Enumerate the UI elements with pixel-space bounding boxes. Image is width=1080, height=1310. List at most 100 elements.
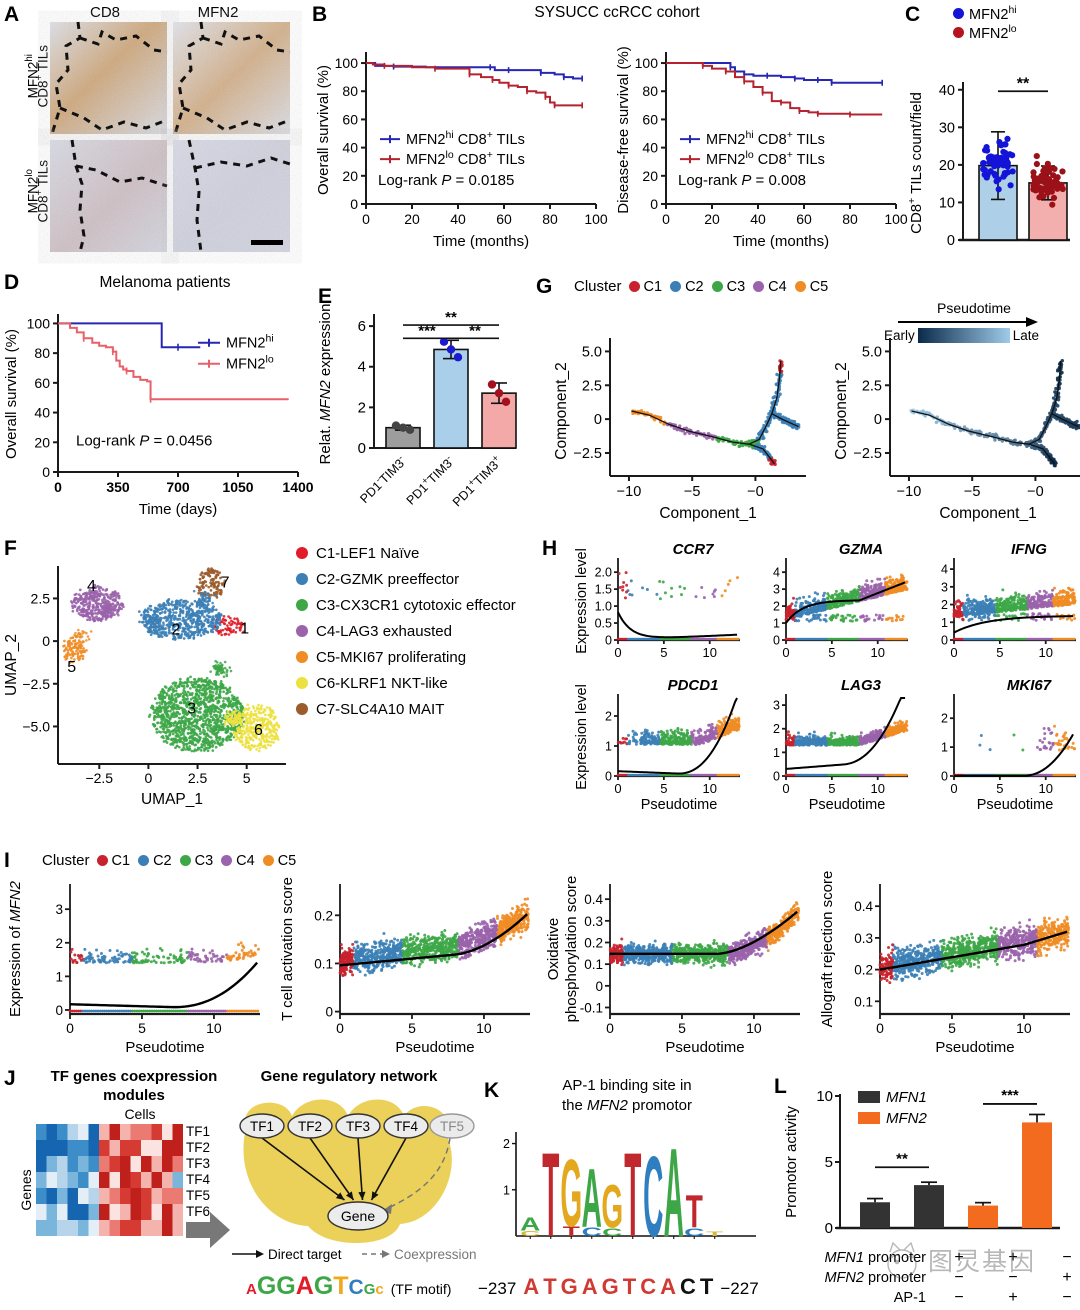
panel-c: C MFN2hi MFN2lo 0 10 20 30 40 CD8+ TILs count… — [905, 0, 1080, 258]
legend-marker-C1 — [96, 855, 108, 866]
svg-text:**: ** — [469, 322, 481, 339]
svg-text:40: 40 — [750, 211, 766, 227]
panel-k-seq-char-9: T — [699, 1274, 714, 1299]
panel-l-condition-row-2: AP-1−+−+ — [770, 1288, 1080, 1308]
svg-text:2.5: 2.5 — [188, 770, 208, 786]
legend-label-mfn2lo: MFN2lo — [969, 23, 1017, 42]
legend-marker-C3 — [711, 281, 723, 292]
panel-g: G Cluster C1 C2 C3 C4 C5 Pseudotime Early La… — [532, 268, 1080, 530]
panel-h-label: H — [542, 537, 558, 560]
legend-marker-C1 — [296, 547, 308, 559]
svg-text:0: 0 — [42, 464, 50, 480]
panel-e-label: E — [318, 285, 333, 308]
panel-k-seq-char-7: A — [660, 1274, 677, 1299]
panel-g-label: G — [536, 275, 553, 298]
panel-l-condition-value-2-0: − — [954, 1289, 964, 1306]
panel-l-condition-label-0: MFN1 promoter — [824, 1250, 926, 1266]
svg-text:1: 1 — [240, 620, 249, 637]
svg-text:40: 40 — [642, 140, 658, 156]
svg-text:80: 80 — [842, 211, 858, 227]
panel-k-seq-char-4: G — [601, 1274, 619, 1299]
panel-d-label: D — [4, 271, 20, 294]
svg-text:Disease-free survival (%): Disease-free survival (%) — [615, 46, 632, 214]
svg-text:***: *** — [418, 322, 436, 339]
panel-l-condition-value-0-1: + — [1008, 1249, 1018, 1266]
svg-text:CCR7: CCR7 — [673, 541, 714, 558]
panel-i-legend-item-C1: C1 — [96, 853, 130, 869]
legend-label-mfn2hi: MFN2hi — [969, 4, 1017, 23]
legend-marker-C4 — [221, 855, 233, 866]
panel-f-legend-item-C3: C3-CX3CR1 cytotoxic effector — [296, 592, 516, 618]
panel-l-condition-value-0-2: − — [1062, 1249, 1072, 1266]
panel-g-legend-item-C3: C3 — [711, 279, 745, 295]
pseudotime-legend-title: Pseudotime — [937, 300, 1011, 316]
legend-marker-mfn2lo — [953, 27, 964, 38]
panel-i-legend-item-C3: C3 — [179, 853, 213, 869]
motif-letter-5: T — [333, 1272, 349, 1300]
legend-label-C3: C3-CX3CR1 cytotoxic effector — [316, 596, 516, 614]
svg-text:MFN2lo CD8+ TILs: MFN2lo CD8+ TILs — [706, 149, 825, 168]
svg-text:1.5: 1.5 — [595, 583, 612, 597]
svg-text:2.5: 2.5 — [862, 378, 882, 394]
panel-i: I Cluster C1 C2 C3 C4 C5 0 1 2 3 0 5 10 Pseudotime E… — [0, 828, 1080, 1060]
svg-text:700: 700 — [166, 479, 190, 495]
panel-l-condition-value-1-0: − — [954, 1269, 964, 1286]
svg-text:Time (months): Time (months) — [433, 233, 529, 250]
svg-text:Log-rank P = 0.0185: Log-rank P = 0.0185 — [378, 172, 514, 189]
legend-marker-C5 — [794, 281, 806, 292]
svg-text:2: 2 — [171, 621, 180, 638]
panel-k-position-left: −237 — [478, 1279, 517, 1298]
motif-letter-3: A — [295, 1272, 314, 1300]
panel-k-seq-char-5: T — [622, 1274, 637, 1299]
panel-j-heatmap — [36, 1124, 183, 1236]
svg-text:80: 80 — [34, 345, 50, 361]
svg-text:−2.5: −2.5 — [22, 676, 50, 692]
svg-text:0: 0 — [650, 196, 658, 212]
panel-k-seq-char-3: A — [581, 1274, 598, 1299]
panel-e-chart: 0 2 4 6 Relat. MFN2 expression PD1-TIM3- PD1+T… — [317, 304, 517, 509]
motif-letter-2: G — [276, 1272, 296, 1300]
motif-letter-6: C — [348, 1276, 364, 1299]
svg-text:5: 5 — [243, 770, 251, 786]
legend-marker-C7 — [296, 703, 308, 715]
panel-i-legend-title: Cluster — [42, 852, 90, 869]
panel-g-legend-item-C5: C5 — [794, 279, 828, 295]
svg-text:3: 3 — [187, 701, 196, 718]
legend-marker-C2 — [296, 573, 308, 585]
svg-text:10: 10 — [870, 645, 884, 660]
panel-c-label: C — [905, 3, 921, 26]
panel-i-legend-item-C4: C4 — [221, 853, 255, 869]
svg-text:6: 6 — [254, 722, 263, 739]
svg-text:0: 0 — [350, 196, 358, 212]
panel-j: J TF genes coexpression modules Gene reg… — [0, 1062, 477, 1310]
svg-text:0: 0 — [782, 645, 789, 660]
svg-text:3: 3 — [773, 583, 780, 597]
svg-text:350: 350 — [106, 479, 130, 495]
legend-marker-C6 — [296, 677, 308, 689]
panel-j-cells-label: Cells — [124, 1106, 156, 1122]
legend-marker-C5 — [262, 855, 274, 866]
legend-marker-C5 — [296, 651, 308, 663]
panel-l-condition-value-2-2: − — [1062, 1289, 1072, 1306]
pseudotime-gradient — [917, 328, 1010, 343]
legend-marker-C4 — [753, 281, 765, 292]
panel-j-row-label-TF3: TF3 — [186, 1156, 211, 1171]
legend-label-C2: C2 — [685, 278, 704, 295]
panel-f-legend-item-C7: C7-SLC4A10 MAIT — [296, 696, 516, 722]
svg-text:Overall survival (%): Overall survival (%) — [315, 65, 332, 195]
svg-text:2.5: 2.5 — [31, 590, 51, 606]
svg-text:2.0: 2.0 — [595, 566, 612, 580]
legend-label-C6: C6-KLRF1 NKT-like — [316, 674, 448, 692]
panel-b-label: B — [312, 3, 328, 26]
panel-l-label: L — [774, 1075, 787, 1098]
pseudotime-late-label: Late — [1012, 328, 1040, 343]
svg-text:Expression level: Expression level — [574, 548, 590, 654]
svg-text:PD1+TIM3+: PD1+TIM3+ — [448, 452, 505, 509]
svg-text:1400: 1400 — [282, 479, 313, 495]
svg-text:−2.5: −2.5 — [85, 770, 113, 786]
svg-text:−2.5: −2.5 — [853, 446, 882, 462]
panel-j-network-title: Gene regulatory network — [260, 1068, 438, 1085]
